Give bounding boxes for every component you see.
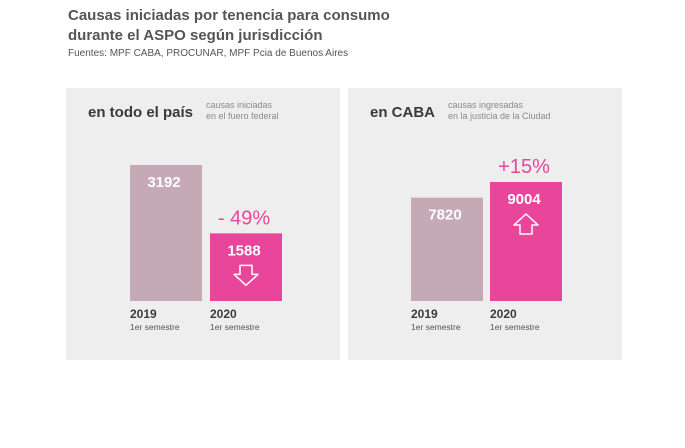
semester-label: 1er semestre (210, 322, 260, 332)
panel-title: en todo el país (88, 104, 194, 121)
bar-2019 (130, 165, 202, 301)
bar-value-2019: 3192 (147, 174, 180, 191)
panel-pais: en todo el país causas iniciadas en el f… (66, 88, 340, 360)
change-label: +15% (498, 156, 550, 178)
panel-note-line-1: causas ingresadas (448, 100, 524, 110)
panel-note-line-2: en la justicia de la Ciudad (448, 111, 551, 121)
panel-note-line-2: en el fuero federal (206, 111, 279, 121)
panel-title: en CABA (370, 104, 436, 121)
semester-label: 1er semestre (490, 322, 540, 332)
bar-2019 (411, 197, 483, 301)
year-label: 2020 (210, 307, 237, 321)
panel-note-line-1: causas iniciadas (206, 100, 273, 110)
bar-value-2020: 1588 (227, 242, 260, 259)
semester-label: 1er semestre (411, 322, 461, 332)
semester-label: 1er semestre (130, 322, 180, 332)
chart-title-line-2: durante el ASPO según jurisdicción (68, 27, 323, 44)
panel-caba: en CABA causas ingresadas en la justicia… (348, 88, 622, 360)
chart-title-line-1: Causas iniciadas por tenencia para consu… (68, 7, 390, 24)
year-label: 2019 (130, 307, 157, 321)
bar-value-2020: 9004 (507, 191, 541, 208)
year-label: 2020 (490, 307, 517, 321)
arrow-down-icon (233, 264, 259, 287)
bar-2020 (210, 233, 282, 301)
panel-note: causas iniciadas en el fuero federal (206, 100, 279, 122)
bar-2020 (490, 182, 562, 301)
chart-title: Causas iniciadas por tenencia para consu… (68, 6, 488, 46)
panel-note: causas ingresadas en la justicia de la C… (448, 100, 551, 122)
chart-source: Fuentes: MPF CABA, PROCUNAR, MPF Pcia de… (68, 48, 349, 59)
bar-value-2019: 7820 (428, 207, 461, 224)
year-label: 2019 (411, 307, 438, 321)
arrow-up-icon (513, 213, 539, 235)
change-label: - 49% (218, 207, 270, 229)
